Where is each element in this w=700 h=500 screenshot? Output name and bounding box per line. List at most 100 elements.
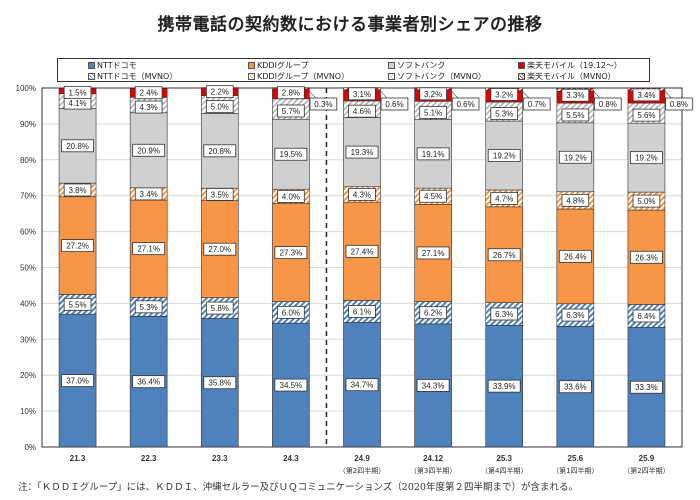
data-label-box — [490, 191, 519, 205]
data-label: 19.1% — [422, 150, 445, 159]
data-label-box — [561, 193, 590, 207]
data-label: 26.3% — [635, 253, 658, 262]
data-label: 27.3% — [280, 249, 303, 258]
x-tick-sublabel: （第2四半期） — [623, 466, 669, 475]
data-label-box — [630, 250, 663, 264]
legend-item: 楽天モバイル（19.12～） — [518, 60, 622, 71]
data-label-box — [277, 190, 305, 203]
data-label-box — [205, 188, 234, 201]
x-tick-sublabel: （第2四半期） — [339, 466, 385, 475]
data-label: 19.2% — [493, 151, 516, 160]
data-label: 3.4% — [140, 190, 158, 199]
data-label-box — [348, 104, 376, 118]
data-label: 0.3% — [314, 100, 332, 109]
legend-label: 楽天モバイル（MVNO） — [527, 72, 616, 81]
data-label: 6.3% — [495, 310, 513, 319]
data-label: 37.0% — [66, 377, 89, 386]
x-tick-label: 25.6 — [568, 454, 584, 463]
data-label-box — [558, 380, 592, 394]
legend-label: ソフトバンク（MVNO） — [397, 72, 487, 81]
data-label-box — [416, 147, 450, 161]
chart-title: 携帯電話の契約数における事業者別シェアの推移 — [157, 15, 543, 35]
data-label: 20.8% — [208, 147, 231, 156]
y-tick-label: 50% — [20, 264, 36, 273]
data-label-box — [594, 97, 622, 111]
data-label: 6.0% — [282, 308, 300, 317]
data-label-box — [487, 379, 521, 393]
y-tick-label: 100% — [16, 84, 36, 93]
data-label: 36.4% — [137, 378, 160, 387]
x-tick-labels: 21.3 22.3 23.3 24.3 24.9 （第2四半期） 24.12 （第3四半期） 2… — [70, 454, 670, 475]
data-label: 5.3% — [495, 110, 513, 119]
data-label-box — [490, 107, 519, 120]
data-label-box — [345, 244, 379, 258]
data-label: 4.3% — [353, 190, 371, 199]
data-label-box — [632, 194, 661, 208]
data-label-box — [205, 85, 234, 99]
data-label-box — [348, 305, 376, 318]
data-label: 0.7% — [528, 100, 546, 109]
data-label: 3.5% — [211, 190, 229, 199]
data-label: 5.0% — [211, 103, 229, 112]
data-label: 26.7% — [493, 251, 516, 260]
data-label: 6.1% — [353, 307, 371, 316]
x-tick-label: 25.3 — [496, 454, 512, 463]
data-label: 2.2% — [211, 88, 229, 97]
data-label-box — [487, 149, 521, 162]
data-label-box — [345, 145, 379, 159]
data-label: 5.8% — [211, 304, 229, 313]
data-label-box — [61, 374, 94, 387]
data-label: 19.2% — [635, 154, 658, 163]
data-label-box — [274, 246, 308, 260]
footnote: 注：「ＫＤＤＩグループ」には、ＫＤＤＩ、沖縄セルラー及びＵＱコミュニケーションズ… — [18, 482, 578, 493]
data-label: 2.4% — [140, 89, 158, 98]
legend-item: KDDIグループ（MVNO） — [248, 71, 349, 82]
data-label: 3.3% — [566, 91, 584, 100]
y-tick-label: 0% — [24, 443, 36, 452]
data-label-box — [419, 189, 447, 203]
data-label-box — [63, 183, 92, 197]
data-label-box — [205, 100, 234, 113]
y-tick-label: 60% — [20, 228, 36, 237]
data-label: 5.5% — [566, 111, 584, 120]
bars — [58, 87, 666, 448]
x-tick-label: 21.3 — [70, 454, 86, 463]
data-label: 27.4% — [351, 247, 374, 256]
data-label: 33.9% — [493, 382, 516, 391]
y-tick-label: 40% — [20, 299, 36, 308]
data-label: 3.2% — [495, 91, 513, 100]
legend-item: 楽天モバイル（MVNO） — [518, 71, 616, 82]
data-label-box — [419, 106, 447, 119]
y-tick-label: 70% — [20, 192, 36, 201]
legend-item: KDDIグループ — [248, 60, 308, 71]
legend-item: NTTドコモ — [88, 60, 137, 71]
data-label: 20.9% — [137, 146, 160, 155]
x-tick-sublabel: （第1四半期） — [552, 466, 598, 475]
data-label: 4.5% — [424, 192, 442, 201]
data-label-box — [558, 150, 592, 164]
legend-swatch — [518, 73, 525, 80]
legend-label: KDDIグループ — [257, 61, 309, 70]
data-label: 5.7% — [282, 107, 300, 116]
legend-swatch — [88, 73, 95, 80]
data-label-box — [665, 97, 693, 111]
y-tick-label: 10% — [20, 407, 36, 416]
data-label-box — [63, 297, 92, 311]
data-label: 3.8% — [68, 186, 86, 195]
data-label: 0.6% — [456, 100, 474, 109]
data-label-box — [561, 88, 590, 102]
data-label: 19.2% — [564, 153, 587, 162]
data-label-box — [630, 151, 663, 165]
data-label: 3.4% — [637, 91, 655, 100]
data-label-box — [348, 87, 376, 101]
data-label: 33.6% — [564, 383, 587, 392]
data-label-box — [348, 188, 376, 201]
data-label: 4.1% — [68, 99, 86, 108]
legend-item: ソフトバンク（MVNO） — [388, 71, 486, 82]
data-label: 3.2% — [424, 90, 442, 99]
legend-swatch — [248, 62, 255, 69]
data-label-box — [132, 143, 166, 157]
data-label-box — [345, 378, 379, 392]
data-label: 4.8% — [566, 196, 584, 205]
